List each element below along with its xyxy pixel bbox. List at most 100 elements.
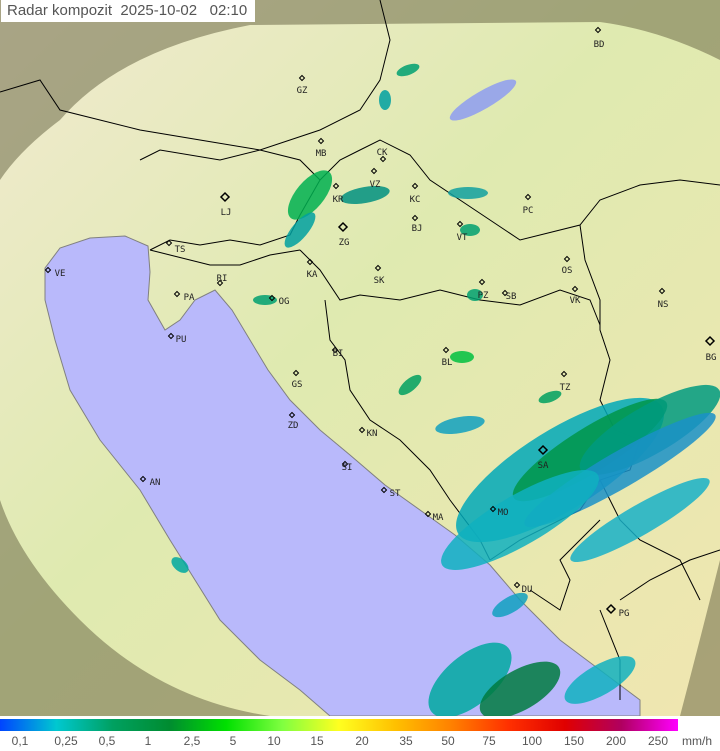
city-marker-icon bbox=[379, 155, 387, 163]
city-label: ZG bbox=[339, 238, 350, 248]
legend-tick: 2,5 bbox=[183, 734, 201, 748]
city-marker-icon bbox=[341, 460, 349, 468]
city-ka: KA bbox=[307, 258, 318, 280]
title-label: Radar kompozit bbox=[7, 2, 113, 19]
city-marker-icon bbox=[560, 370, 568, 378]
precipitation-cell bbox=[428, 642, 512, 716]
legend-tick: 75 bbox=[482, 734, 496, 748]
city-marker-icon bbox=[501, 289, 509, 297]
city-label: SA bbox=[538, 461, 549, 471]
city-marker-icon bbox=[139, 475, 147, 483]
city-marker-icon bbox=[332, 182, 340, 190]
precipitation-cell bbox=[467, 289, 483, 301]
city-label: CK bbox=[377, 148, 388, 158]
city-lj: LJ bbox=[219, 191, 231, 218]
city-marker-icon bbox=[331, 346, 339, 354]
legend-color-scale bbox=[0, 719, 678, 731]
city-marker-icon bbox=[594, 26, 602, 34]
radar-precipitation bbox=[171, 63, 720, 716]
city-label: VK bbox=[570, 296, 581, 306]
city-ma: MA bbox=[424, 510, 444, 523]
city-marker-icon bbox=[571, 285, 579, 293]
radar-map: GZ BD MB CK VZ KR KC LJ BJ PC ZG VT TS VE KA SK OS RI PA OG… bbox=[0, 0, 720, 716]
city-sa: SA bbox=[538, 444, 549, 471]
city-ck: CK bbox=[377, 148, 388, 163]
city-label: OS bbox=[562, 266, 573, 276]
sea bbox=[44, 235, 641, 716]
city-marker-icon bbox=[374, 264, 382, 272]
city-kc: KC bbox=[410, 182, 421, 205]
city-marker-icon bbox=[456, 220, 464, 228]
city-label: PC bbox=[523, 206, 534, 216]
precipitation-cell bbox=[441, 470, 599, 570]
city-label: KA bbox=[307, 270, 318, 280]
city-marker-icon bbox=[704, 335, 716, 347]
city-label: AN bbox=[150, 478, 161, 488]
city-ri: RI bbox=[217, 274, 227, 287]
city-pz: PZ bbox=[478, 278, 489, 301]
city-label: SB bbox=[506, 292, 517, 302]
city-ve: VE bbox=[44, 266, 66, 279]
precipitation-cell bbox=[570, 477, 710, 563]
city-marker-icon bbox=[173, 290, 181, 298]
precipitation-cell bbox=[379, 90, 391, 110]
city-label: PA bbox=[184, 293, 195, 303]
city-label: VE bbox=[55, 269, 66, 279]
title-time: 02:10 bbox=[209, 2, 248, 19]
city-tz: TZ bbox=[560, 370, 571, 393]
precipitation-cell bbox=[340, 186, 390, 204]
city-marker-icon bbox=[358, 426, 366, 434]
precipitation-cell bbox=[253, 295, 277, 305]
city-label: PU bbox=[176, 335, 187, 345]
lake-balaton bbox=[449, 79, 517, 121]
city-marker-icon bbox=[44, 266, 52, 274]
precipitation-cell bbox=[479, 661, 561, 716]
legend-tick: 20 bbox=[355, 734, 369, 748]
city-vk: VK bbox=[570, 285, 581, 306]
city-label: BJ bbox=[412, 224, 423, 234]
city-marker-icon bbox=[478, 278, 486, 286]
city-label: VZ bbox=[370, 180, 381, 190]
legend-tick: 5 bbox=[229, 734, 237, 748]
legend-tick: 100 bbox=[521, 734, 543, 748]
city-markers: GZ BD MB CK VZ KR KC LJ BJ PC ZG VT TS VE KA SK OS RI PA OG… bbox=[44, 26, 716, 619]
city-ns: NS bbox=[658, 287, 668, 310]
city-gz: GZ bbox=[297, 74, 308, 96]
city-gs: GS bbox=[292, 369, 302, 390]
city-marker-icon bbox=[513, 581, 521, 589]
legend-tick: 15 bbox=[310, 734, 324, 748]
city-label: MO bbox=[498, 508, 509, 518]
city-pa: PA bbox=[173, 290, 195, 303]
city-label: TS bbox=[175, 245, 186, 255]
city-label: BI bbox=[333, 349, 344, 359]
legend-tick: 1 bbox=[144, 734, 152, 748]
city-marker-icon bbox=[411, 214, 419, 222]
city-label: BD bbox=[594, 40, 605, 50]
city-marker-icon bbox=[317, 137, 325, 145]
city-marker-icon bbox=[292, 369, 300, 377]
city-marker-icon bbox=[442, 346, 450, 354]
city-si: SI bbox=[341, 460, 352, 473]
city-marker-icon bbox=[489, 505, 497, 513]
precipitation-cell bbox=[171, 557, 189, 573]
legend-tick: 0,25 bbox=[54, 734, 78, 748]
precipitation-cell bbox=[448, 187, 488, 199]
city-og: OG bbox=[268, 294, 289, 307]
city-pu: PU bbox=[167, 332, 187, 345]
city-marker-icon bbox=[268, 294, 276, 302]
legend-tick: 50 bbox=[441, 734, 455, 748]
city-zg: ZG bbox=[337, 221, 350, 248]
city-an: AN bbox=[139, 475, 161, 488]
precipitation-cell bbox=[398, 374, 422, 396]
city-bi: BI bbox=[331, 346, 344, 359]
city-st: ST bbox=[380, 486, 401, 499]
city-bl: BL bbox=[442, 346, 452, 368]
city-kr: KR bbox=[332, 182, 344, 205]
legend-tick: 0,1 bbox=[11, 734, 29, 748]
city-os: OS bbox=[562, 255, 573, 276]
city-marker-icon bbox=[424, 510, 432, 518]
city-mo: MO bbox=[489, 505, 509, 518]
city-label: KC bbox=[410, 195, 421, 205]
city-marker-icon bbox=[165, 239, 173, 247]
